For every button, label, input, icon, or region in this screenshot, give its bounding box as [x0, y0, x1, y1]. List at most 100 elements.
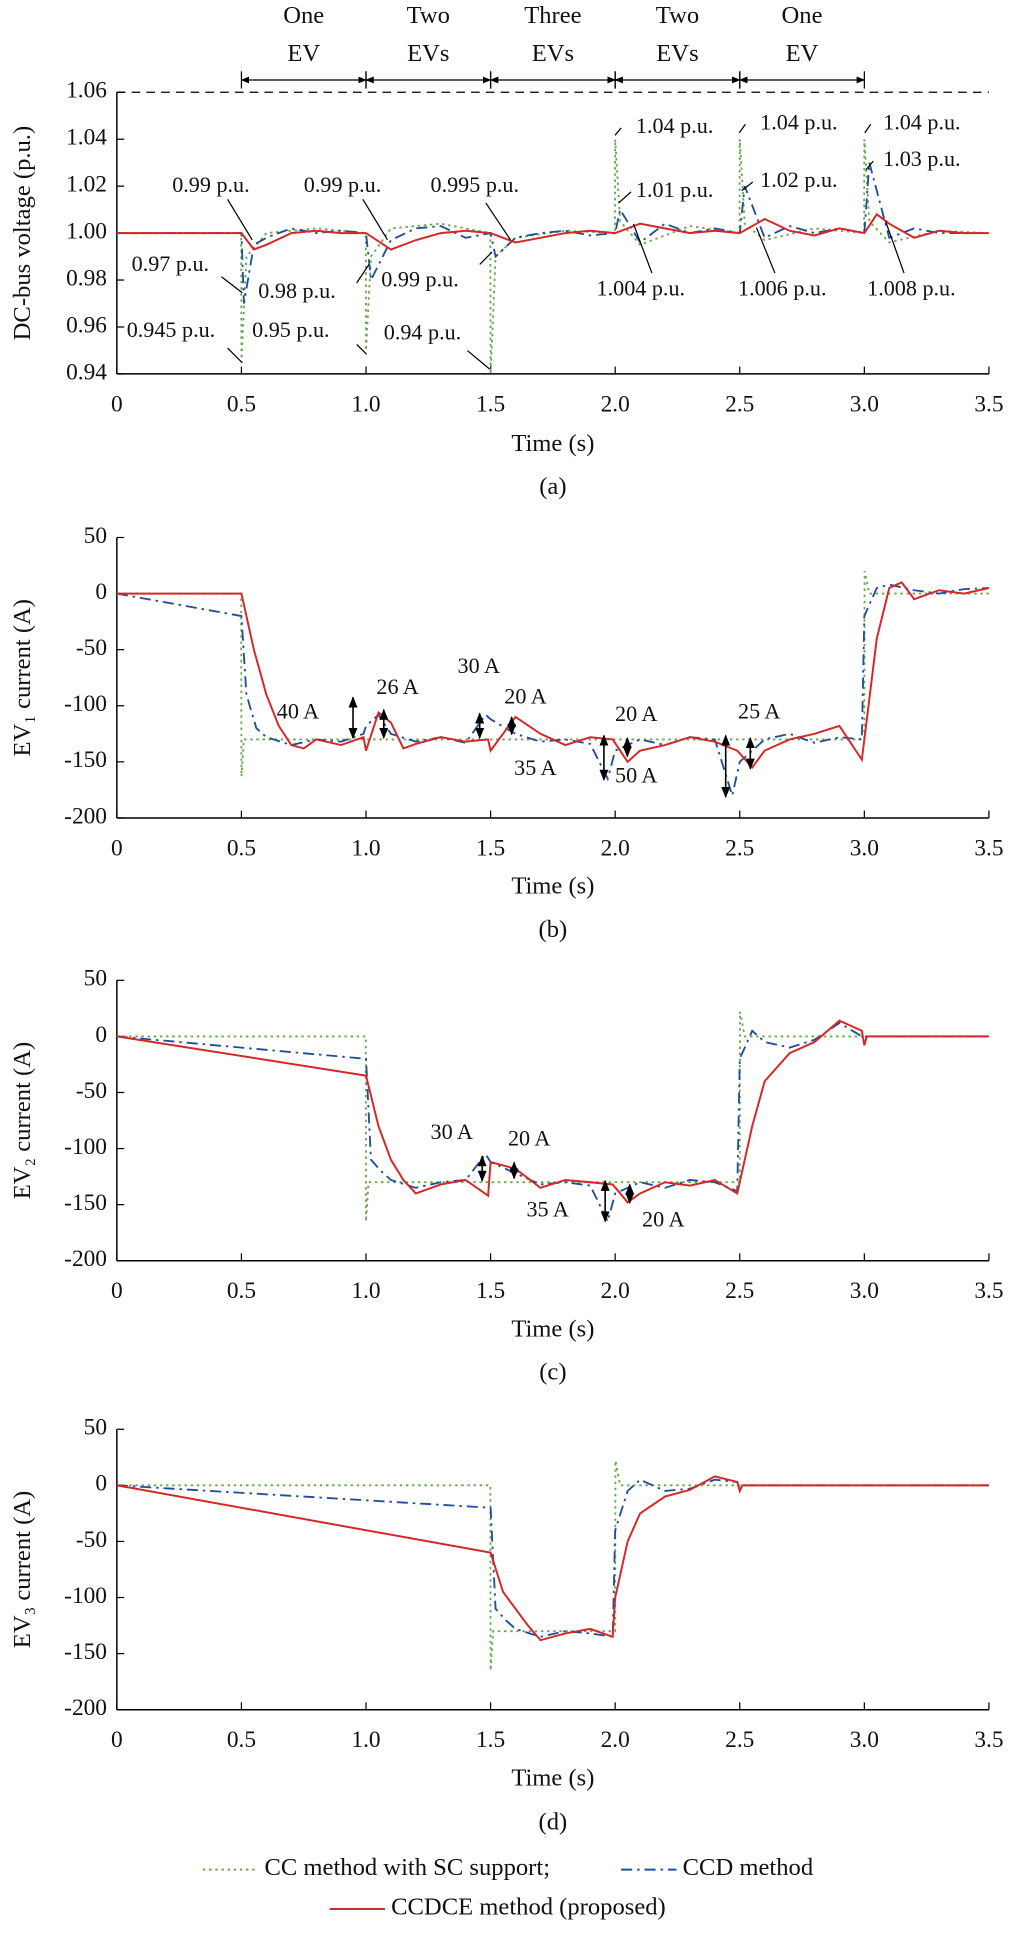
annotation: 20 A: [508, 1125, 550, 1150]
y-tick-label: -200: [64, 1695, 107, 1721]
annotation: 20 A: [642, 1206, 684, 1231]
leader-line: [865, 160, 874, 171]
legend-label: CCD method: [683, 1854, 813, 1881]
x-axis-label: Time (s): [511, 430, 594, 457]
y-tick-label: 50: [84, 966, 107, 992]
y-tick-label: 0.94: [66, 359, 107, 385]
phase-label: Three: [524, 2, 581, 29]
phase-label: EVs: [407, 40, 449, 67]
y-tick-label: -50: [76, 1078, 107, 1104]
leader-line: [614, 127, 622, 136]
caption: (d): [539, 1809, 568, 1836]
x-tick-label: 3.5: [974, 391, 1003, 417]
x-tick-label: 0: [111, 1278, 123, 1304]
series-line: [116, 1460, 989, 1671]
x-axis-label: Time (s): [511, 873, 594, 900]
x-tick-label: 0: [111, 835, 123, 861]
x-tick-label: 3.0: [850, 391, 879, 417]
y-tick-label: 0: [95, 1022, 107, 1048]
annotation: 50 A: [615, 762, 657, 787]
series-line: [116, 1019, 989, 1204]
annotation: 20 A: [504, 684, 546, 709]
annotation: 30 A: [458, 653, 500, 678]
phase-label: One: [782, 2, 823, 29]
y-tick-label: -150: [64, 1190, 107, 1216]
x-tick-label: 1.5: [476, 1727, 505, 1753]
annotation: 1.02 p.u.: [760, 167, 837, 192]
y-tick-label: 1.00: [66, 218, 107, 244]
annotation: 0.95 p.u.: [252, 317, 329, 342]
x-tick-label: 3.5: [974, 1278, 1003, 1304]
x-tick-label: 2.5: [725, 1278, 754, 1304]
x-tick-label: 1.0: [351, 1278, 380, 1304]
x-tick-label: 3.5: [974, 835, 1003, 861]
leader-line: [227, 347, 243, 364]
legend-label: CCDCE method (proposed): [391, 1894, 666, 1921]
x-tick-label: 1.5: [476, 391, 505, 417]
annotation: 0.99 p.u.: [304, 172, 381, 197]
x-tick-label: 0.5: [227, 835, 256, 861]
caption: (a): [539, 473, 566, 500]
leader-line: [738, 123, 746, 134]
x-tick-label: 2.5: [725, 391, 754, 417]
leader-line: [362, 198, 388, 241]
annotation: 35 A: [514, 755, 556, 780]
x-tick-label: 0: [111, 1727, 123, 1753]
annotation: 26 A: [376, 674, 418, 699]
leader-line: [755, 227, 776, 274]
y-tick-label: 0.96: [66, 312, 107, 338]
leader-line: [741, 181, 754, 192]
y-tick-label: -100: [64, 1134, 107, 1160]
series-line: [116, 583, 989, 800]
x-tick-label: 2.5: [725, 1727, 754, 1753]
annotation: 0.94 p.u.: [384, 320, 461, 345]
y-axis-label: DC-bus voltage (p.u.): [9, 126, 36, 340]
legend-label: CC method with SC support;: [264, 1854, 550, 1881]
x-tick-label: 2.0: [601, 1278, 630, 1304]
y-tick-label: -150: [64, 1639, 107, 1665]
y-tick-label: 50: [84, 1415, 107, 1441]
phase-label: One: [283, 2, 324, 29]
annotation: 30 A: [431, 1119, 473, 1144]
annotation: 1.04 p.u.: [883, 109, 960, 134]
x-tick-label: 1.5: [476, 1278, 505, 1304]
x-tick-label: 3.0: [850, 1278, 879, 1304]
y-tick-label: -200: [64, 1246, 107, 1272]
series-line: [116, 1011, 989, 1222]
phase-label: Two: [407, 2, 450, 29]
leader-line: [485, 202, 511, 241]
leader-line: [221, 276, 243, 294]
y-axis-label: EV₁ current (A): [9, 599, 36, 756]
y-tick-label: 1.06: [66, 78, 107, 104]
leader-line: [356, 343, 367, 355]
annotation: 25 A: [738, 698, 780, 723]
leader-line: [632, 223, 653, 274]
phase-label: Two: [656, 2, 699, 29]
annotation: 1.03 p.u.: [883, 146, 960, 171]
annotation: 1.006 p.u.: [738, 275, 827, 300]
series-line: [116, 1021, 989, 1225]
caption: (b): [539, 916, 568, 943]
annotation: 1.008 p.u.: [867, 275, 956, 300]
x-axis-label: Time (s): [511, 1764, 594, 1791]
phase-label: EV: [786, 40, 819, 67]
y-tick-label: 1.02: [66, 171, 107, 197]
y-tick-label: -150: [64, 747, 107, 773]
x-tick-label: 2.5: [725, 835, 754, 861]
annotation: 0.97 p.u.: [132, 251, 209, 276]
annotation: 0.99 p.u.: [172, 172, 249, 197]
x-tick-label: 1.0: [351, 1727, 380, 1753]
figure-body: 0.940.960.981.001.021.041.060 0.5 1.0 1.5 2.…: [9, 2, 1003, 1921]
x-tick-label: 2.0: [601, 1727, 630, 1753]
leader-line: [467, 350, 490, 370]
annotation: 0.99 p.u.: [381, 267, 458, 292]
series-line: [116, 570, 989, 777]
x-tick-label: 3.0: [850, 1727, 879, 1753]
leader-line: [356, 264, 370, 284]
x-tick-label: 0.5: [227, 391, 256, 417]
annotation: 1.04 p.u.: [636, 113, 713, 138]
annotation: 1.01 p.u.: [636, 177, 713, 202]
x-tick-label: 2.0: [601, 835, 630, 861]
x-tick-label: 0.5: [227, 1727, 256, 1753]
y-axis-label: EV₂ current (A): [9, 1042, 36, 1199]
